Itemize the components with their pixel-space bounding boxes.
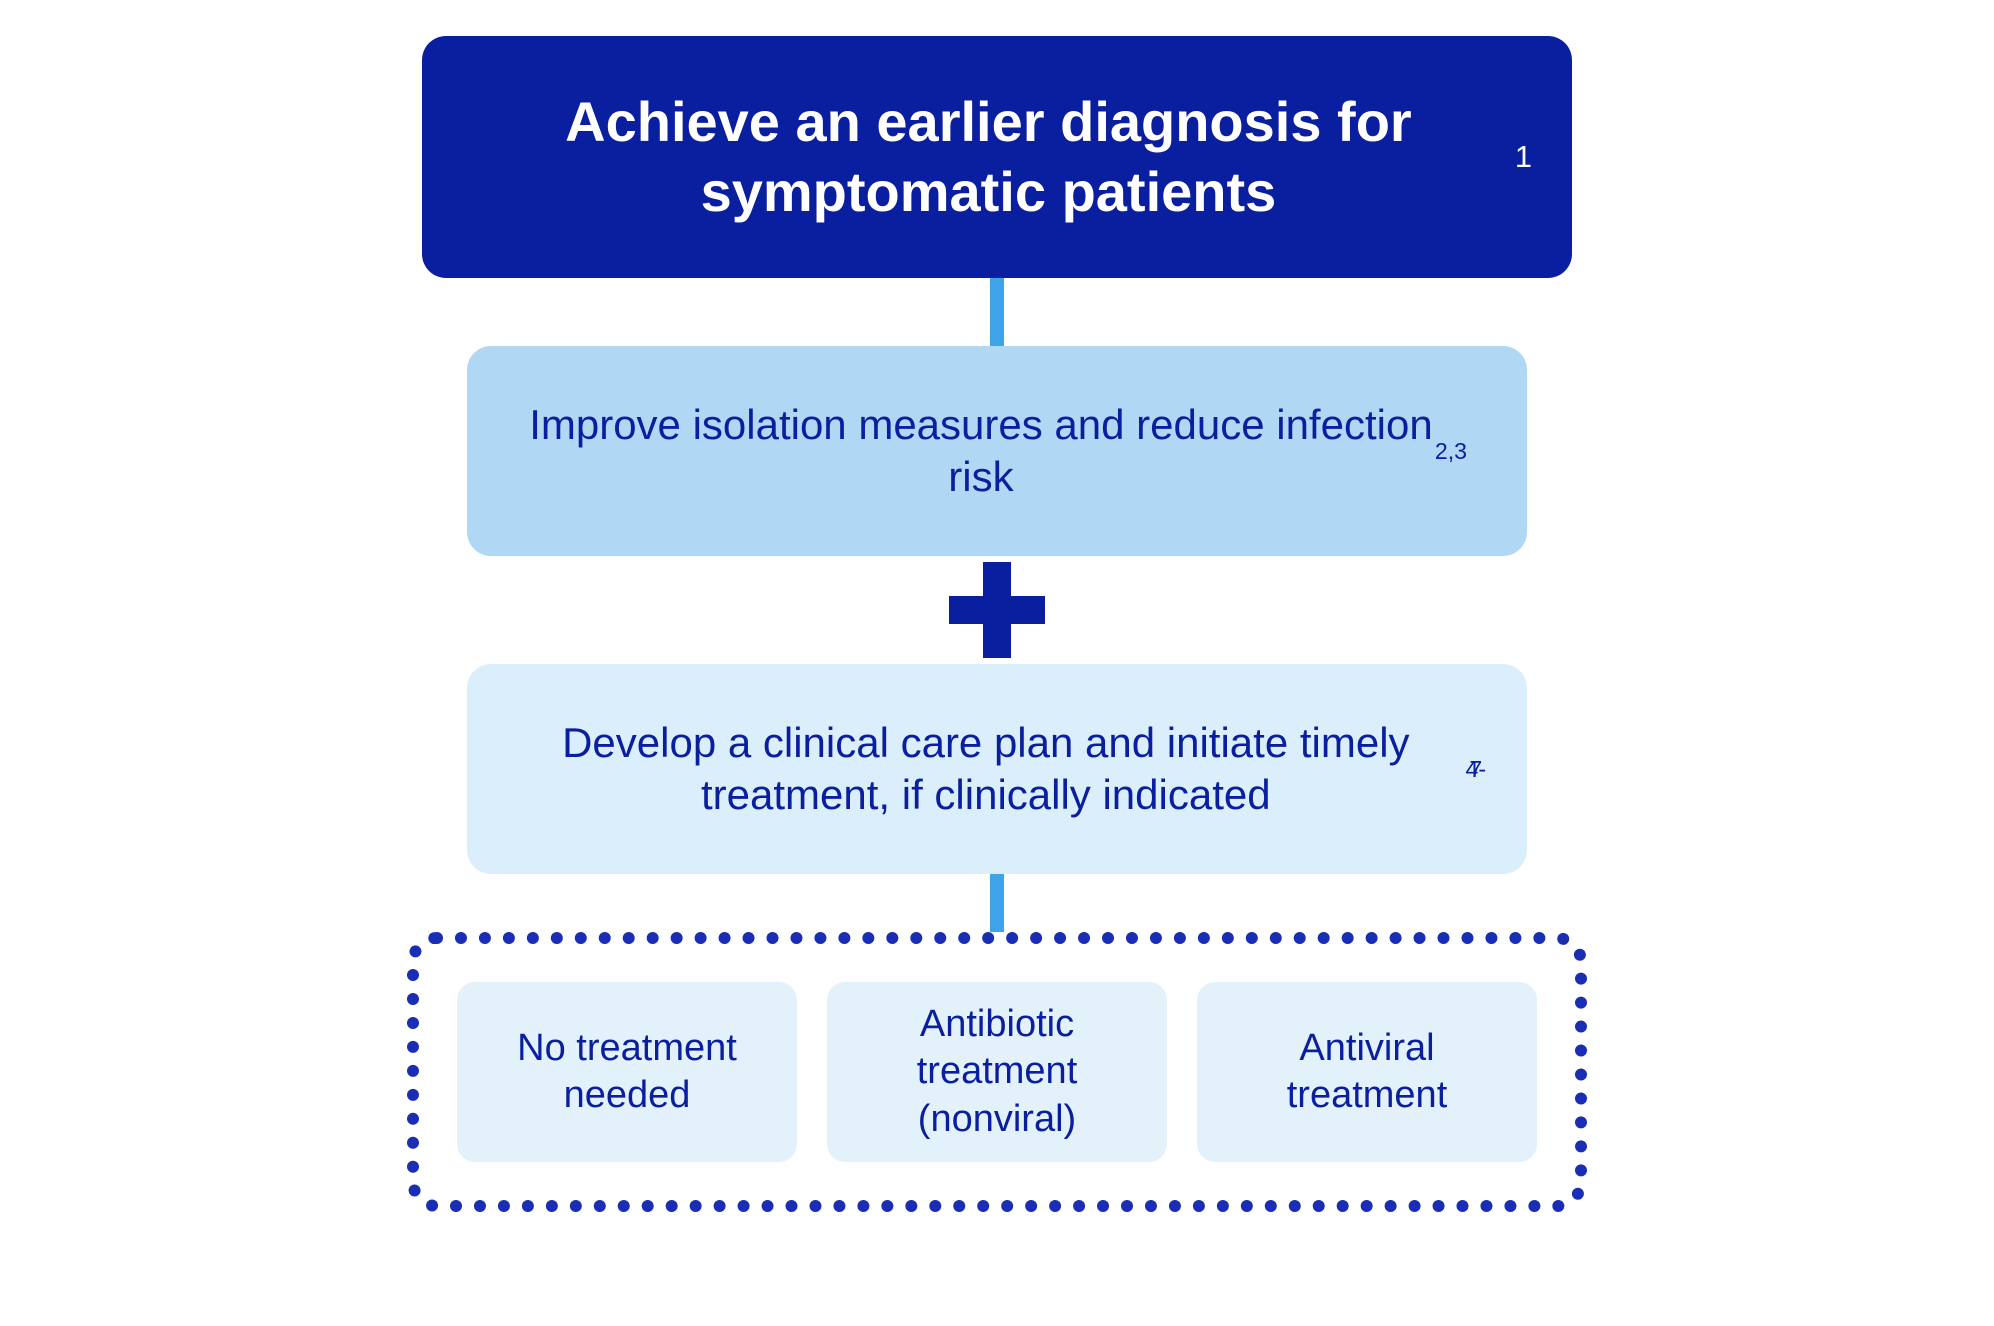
option-no-treatment: No treatment needed [457, 982, 797, 1162]
plus-icon [949, 562, 1045, 658]
option-antiviral: Antiviral treatment [1197, 982, 1537, 1162]
treatment-options-container: No treatment needed Antibiotic treatment… [407, 932, 1587, 1212]
box-earlier-diagnosis: Achieve an earlier diagnosis for symptom… [422, 36, 1572, 278]
box-clinical-care-plan: Develop a clinical care plan and initiat… [467, 664, 1527, 874]
connector-top [990, 278, 1004, 346]
option-antibiotic: Antibiotic treatment (nonviral) [827, 982, 1167, 1162]
plus-vertical [983, 562, 1011, 658]
box-isolation-measures: Improve isolation measures and reduce in… [467, 346, 1527, 556]
flowchart-root: Achieve an earlier diagnosis for symptom… [407, 36, 1587, 1212]
connector-bottom [990, 874, 1004, 932]
